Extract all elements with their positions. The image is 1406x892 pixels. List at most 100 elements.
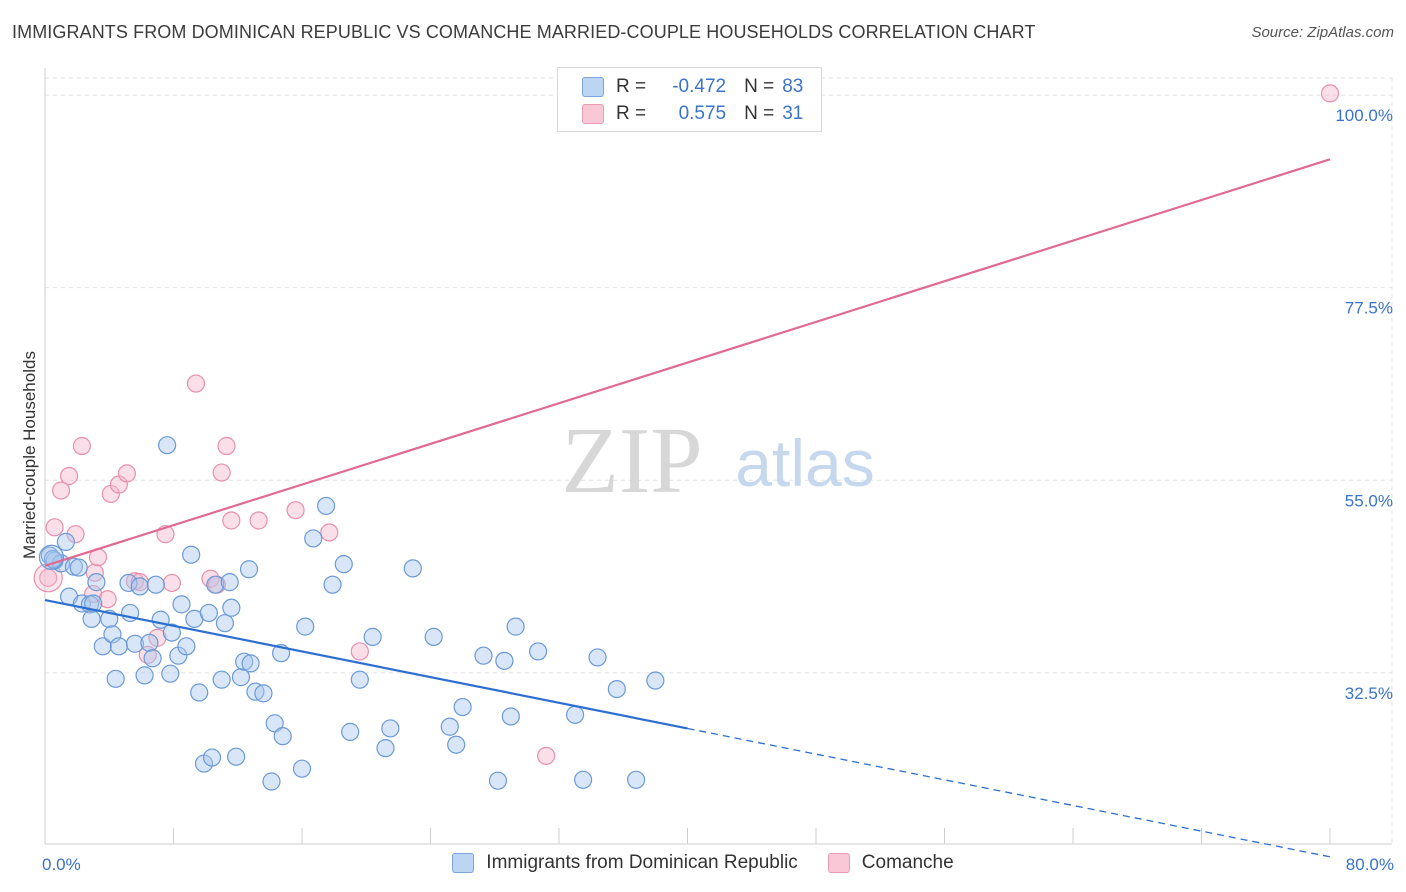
comanche-point xyxy=(222,511,241,530)
dominican-point xyxy=(296,617,315,636)
dominican-point xyxy=(341,722,360,741)
dominican-point xyxy=(573,770,593,789)
legend-swatch-pink xyxy=(827,853,850,873)
dominican-point xyxy=(254,684,273,703)
dominican-point xyxy=(403,559,422,578)
dominican-trend-extension xyxy=(687,727,1331,858)
dominican-point xyxy=(119,573,138,593)
comanche-point xyxy=(98,590,117,609)
legend-row-comanche: R = 0.575 N = 31 xyxy=(582,101,803,127)
dominican-point xyxy=(588,648,607,667)
dominican-point xyxy=(125,634,145,653)
legend-swatch-blue xyxy=(582,77,604,97)
dominican-point xyxy=(316,496,336,516)
legend-r-label: R = xyxy=(616,76,647,97)
comanche-point xyxy=(66,525,85,544)
comanche-point xyxy=(249,511,268,530)
comanche-point xyxy=(51,481,71,500)
grid-lines xyxy=(45,77,1393,844)
dominican-point xyxy=(501,707,520,726)
legend-item-dominican[interactable]: Immigrants from Dominican Republic xyxy=(452,852,798,874)
dominican-point xyxy=(177,637,196,656)
dominican-point xyxy=(304,529,323,548)
stats-legend: R = -0.472 N = 83 R = 0.575 N = 31 xyxy=(557,67,822,132)
dominican-point xyxy=(135,666,154,685)
dominican-point xyxy=(162,623,181,642)
legend-swatch-blue xyxy=(452,853,475,873)
dominican-point xyxy=(241,654,260,673)
dominican-point-large xyxy=(38,544,65,570)
dominican-point xyxy=(215,614,234,633)
comanche-point xyxy=(537,746,556,765)
dominican-point xyxy=(363,627,382,646)
dominican-point xyxy=(495,651,514,670)
legend-r-value: 0.575 xyxy=(678,103,727,124)
dominican-point xyxy=(109,637,128,656)
dominican-point xyxy=(93,637,112,656)
legend-item-comanche[interactable]: Comanche xyxy=(827,852,954,874)
legend-item-label: Immigrants from Dominican Republic xyxy=(486,852,798,873)
dominican-point xyxy=(273,727,292,746)
dominican-point xyxy=(488,771,508,790)
dominican-points xyxy=(38,436,665,791)
legend-r-value: -0.472 xyxy=(672,76,727,97)
dominican-point xyxy=(381,719,400,738)
watermark-zip: ZIP xyxy=(562,409,703,513)
comanche-point xyxy=(85,563,104,582)
watermark-atlas: atlas xyxy=(735,426,874,500)
dominican-point xyxy=(646,671,665,690)
dominican-point xyxy=(143,649,162,668)
comanche-point xyxy=(186,374,206,393)
dominican-point xyxy=(190,683,209,702)
x-tick-label: 80.0% xyxy=(1346,855,1394,874)
comanche-point xyxy=(117,464,137,483)
dominican-point xyxy=(424,627,443,646)
dominican-trend-line xyxy=(44,598,688,730)
comanche-point xyxy=(286,501,305,520)
dominican-point xyxy=(262,772,281,791)
dominican-point xyxy=(212,670,231,689)
source-label: Source: ZipAtlas.com xyxy=(1251,24,1394,41)
axes xyxy=(44,68,1392,845)
dominican-point xyxy=(474,646,493,665)
x-tick-label: 0.0% xyxy=(42,855,81,874)
dominican-point xyxy=(235,652,254,671)
dominican-point xyxy=(82,609,101,629)
dominican-point xyxy=(202,748,222,767)
y-tick-label: 100.0% xyxy=(1335,106,1393,125)
trend-lines xyxy=(44,158,1331,858)
comanche-point xyxy=(212,463,231,482)
dominican-point xyxy=(506,617,525,636)
watermark: ZIP atlas xyxy=(562,409,875,513)
comanche-point xyxy=(217,436,236,456)
comanche-points xyxy=(33,84,1340,765)
legend-item-label: Comanche xyxy=(861,852,954,873)
dominican-point xyxy=(292,759,312,778)
dominican-point xyxy=(350,670,369,689)
dominican-point xyxy=(626,770,646,789)
dominican-point xyxy=(69,558,88,577)
comanche-point xyxy=(72,436,92,456)
dominican-point xyxy=(565,705,585,724)
legend-n-label: N = xyxy=(744,76,775,97)
series-legend: Immigrants from Dominican Republic Coman… xyxy=(0,852,1406,874)
legend-swatch-pink xyxy=(582,104,604,124)
dominican-point xyxy=(376,739,395,758)
dominican-point xyxy=(334,555,353,574)
comanche-point xyxy=(320,523,339,542)
legend-n-value: 31 xyxy=(782,103,804,124)
dominican-point xyxy=(227,747,246,766)
dominican-point xyxy=(323,575,342,594)
dominican-point xyxy=(106,669,125,688)
dominican-point xyxy=(130,577,149,596)
comanche-point xyxy=(162,573,181,593)
comanche-trend-line xyxy=(44,158,1331,567)
dominican-point xyxy=(56,532,75,551)
comanche-point xyxy=(59,466,79,486)
comanche-point xyxy=(45,518,64,537)
dominican-point xyxy=(447,735,466,754)
dominican-point xyxy=(161,664,180,683)
dominican-point xyxy=(182,545,201,564)
dominican-point xyxy=(43,549,63,569)
dominican-point xyxy=(157,436,177,455)
